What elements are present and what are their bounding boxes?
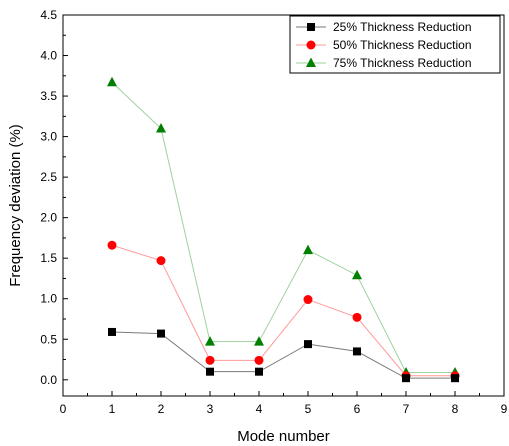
data-point: [402, 374, 410, 383]
data-point: [108, 327, 116, 336]
legend-label: 25% Thickness Reduction: [333, 20, 472, 34]
data-point: [352, 312, 362, 322]
legend-label: 50% Thickness Reduction: [333, 38, 472, 52]
data-point: [303, 244, 313, 255]
x-tick-label: 8: [452, 402, 459, 416]
series-lines: [111, 81, 455, 379]
data-point: [303, 295, 313, 305]
data-point: [353, 347, 361, 356]
y-tick-label: 0.5: [40, 332, 57, 346]
x-tick-label: 2: [158, 402, 165, 416]
data-point: [254, 355, 264, 365]
data-point: [107, 240, 117, 250]
series-markers: [107, 76, 460, 383]
x-tick-label: 6: [354, 402, 361, 416]
series-line: [111, 81, 455, 373]
x-tick-label: 0: [60, 402, 67, 416]
data-point: [451, 374, 459, 383]
y-tick-label: 2.0: [40, 211, 57, 225]
legend-marker: [307, 23, 315, 31]
data-point: [156, 122, 166, 133]
data-point: [157, 329, 165, 338]
legend-label: 75% Thickness Reduction: [333, 56, 472, 70]
y-tick-label: 1.0: [40, 292, 57, 306]
y-tick-label: 3.5: [40, 89, 57, 103]
y-tick-label: 4.5: [40, 8, 57, 22]
y-tick-label: 4.0: [40, 49, 57, 63]
data-point: [255, 367, 263, 376]
series-line: [111, 244, 455, 377]
legend-marker: [306, 40, 316, 50]
y-axis-label: Frequency deviation (%): [7, 124, 24, 287]
y-tick-label: 3.0: [40, 130, 57, 144]
x-tick-label: 4: [256, 402, 263, 416]
x-tick-label: 3: [207, 402, 214, 416]
x-axis-label: Mode number: [237, 428, 330, 445]
data-point: [107, 76, 117, 87]
data-point: [206, 367, 214, 376]
x-tick-label: 1: [109, 402, 116, 416]
y-tick-label: 1.5: [40, 251, 57, 265]
y-tick-label: 0.0: [40, 373, 57, 387]
x-tick-label: 7: [403, 402, 410, 416]
data-point: [304, 340, 312, 349]
series-line: [111, 331, 455, 379]
y-tick-label: 2.5: [40, 170, 57, 184]
axis-ticks: 0 1 2 3 4 5 6 7 8 9 0.0 0.5 1.0 1.5 2.0 2.5 3.0 3.5 4.0 4.5: [40, 8, 507, 416]
legend: 25% Thickness Reduction 50% Thickness Red…: [289, 15, 501, 74]
data-point: [205, 336, 215, 346]
data-point: [156, 256, 166, 266]
x-tick-label: 5: [305, 402, 312, 416]
x-tick-label: 9: [501, 402, 508, 416]
data-point: [205, 355, 215, 365]
data-point: [352, 269, 362, 280]
legend-marker: [306, 57, 316, 67]
data-point: [254, 336, 264, 346]
